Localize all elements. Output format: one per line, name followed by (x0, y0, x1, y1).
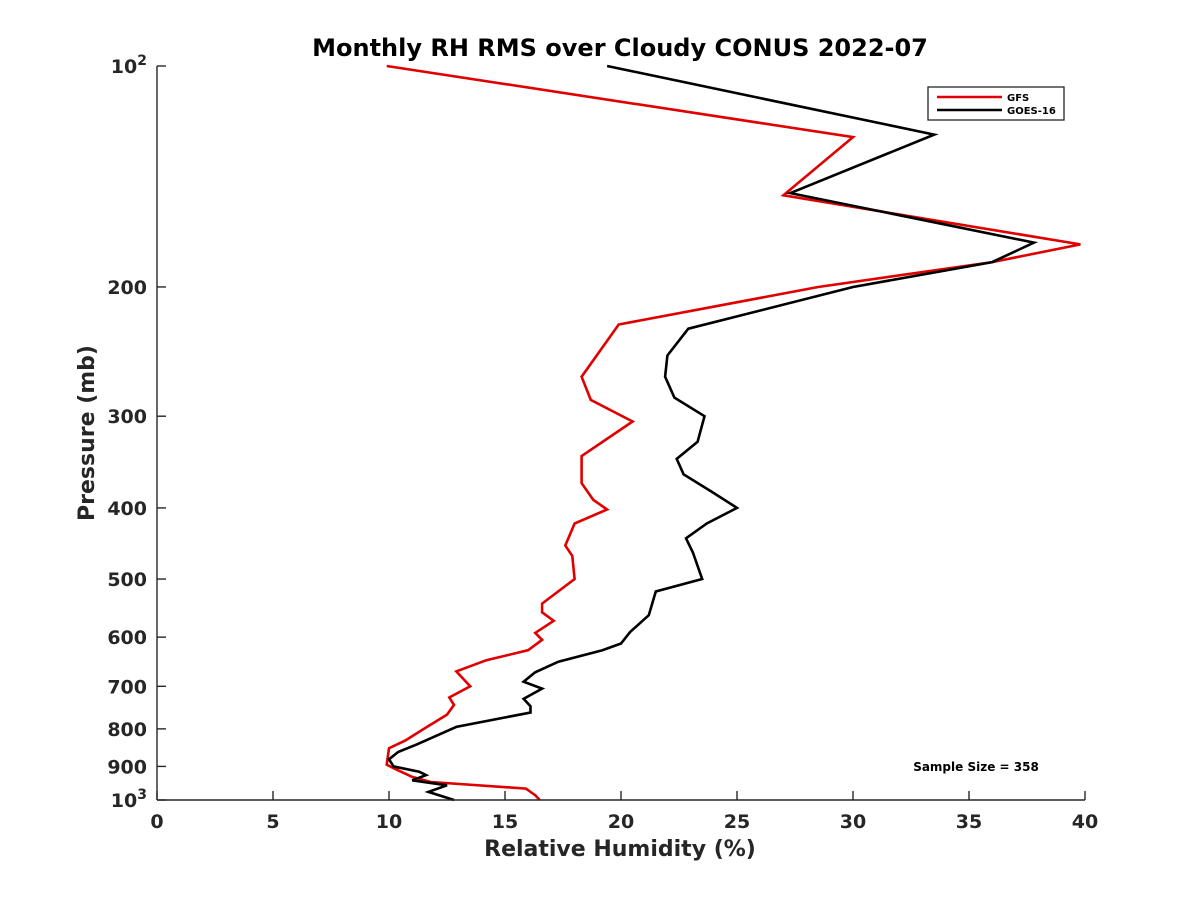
y-tick-label: 200 (107, 277, 147, 299)
y-tick-label: 900 (107, 756, 147, 778)
x-tick-label: 30 (840, 811, 866, 833)
series-layer (385, 64, 1081, 802)
y-tick-label: 102 (111, 53, 147, 78)
x-tick-label: 0 (150, 811, 163, 833)
x-tick-label: 20 (608, 811, 634, 833)
x-tick-label: 10 (376, 811, 402, 833)
y-tick-label: 700 (107, 676, 147, 698)
legend: GFS GOES-16 (927, 86, 1065, 121)
y-tick-label: 800 (107, 719, 147, 741)
x-tick-label: 35 (956, 811, 982, 833)
series-line-gfs (385, 64, 1081, 801)
x-tick-label: 15 (492, 811, 518, 833)
x-axis-title: Relative Humidity (%) (484, 837, 756, 862)
series-line-goes-16 (387, 64, 1039, 802)
y-tick-label: 103 (111, 787, 147, 812)
legend-label-gfs: GFS (1007, 93, 1029, 104)
legend-box (927, 86, 1065, 121)
y-axis-title: Pressure (mb) (75, 345, 100, 521)
y-tick-label: 300 (107, 406, 147, 428)
x-tick-label: 25 (724, 811, 750, 833)
y-tick-label: 400 (107, 498, 147, 520)
axes: 0 5 10 15 20 25 30 35 40 102 200 300 400 500 600 700 800… (107, 53, 1098, 833)
y-tick-label: 500 (107, 569, 147, 591)
x-tick-label: 40 (1072, 811, 1098, 833)
chart-title: Monthly RH RMS over Cloudy CONUS 2022-07 (312, 34, 928, 62)
y-tick-label: 600 (107, 627, 147, 649)
legend-label-goes-16: GOES-16 (1007, 106, 1056, 117)
x-tick-label: 5 (266, 811, 279, 833)
sample-size-annotation: Sample Size = 358 (913, 760, 1039, 774)
